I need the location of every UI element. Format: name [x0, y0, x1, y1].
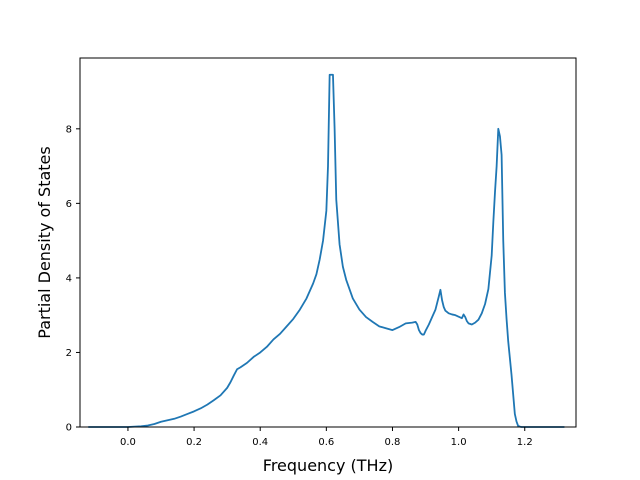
- x-tick-label: 1.0: [451, 437, 467, 448]
- x-axis-label: Frequency (THz): [263, 456, 393, 475]
- y-tick-label: 8: [66, 124, 72, 135]
- x-tick-label: 0.8: [385, 437, 401, 448]
- x-tick-label: 0.4: [252, 437, 268, 448]
- y-tick-label: 4: [66, 273, 72, 284]
- x-tick-label: 0.2: [186, 437, 202, 448]
- y-axis-label: Partial Density of States: [35, 146, 54, 338]
- y-tick-label: 6: [66, 199, 72, 210]
- plot-area: [88, 73, 565, 428]
- y-tick-label: 0: [66, 423, 72, 434]
- axes-frame: [79, 57, 577, 428]
- pdos-series-line: [88, 73, 565, 428]
- y-tick-label: 2: [66, 348, 72, 359]
- y-axis-ticks: 0 2 4 6 8: [66, 124, 80, 434]
- x-tick-label: 1.2: [517, 437, 533, 448]
- x-axis-ticks: 0.0 0.2 0.4 0.6 0.8 1.0 1.2: [120, 427, 533, 448]
- x-tick-label: 0.0: [120, 437, 136, 448]
- x-tick-label: 0.6: [318, 437, 334, 448]
